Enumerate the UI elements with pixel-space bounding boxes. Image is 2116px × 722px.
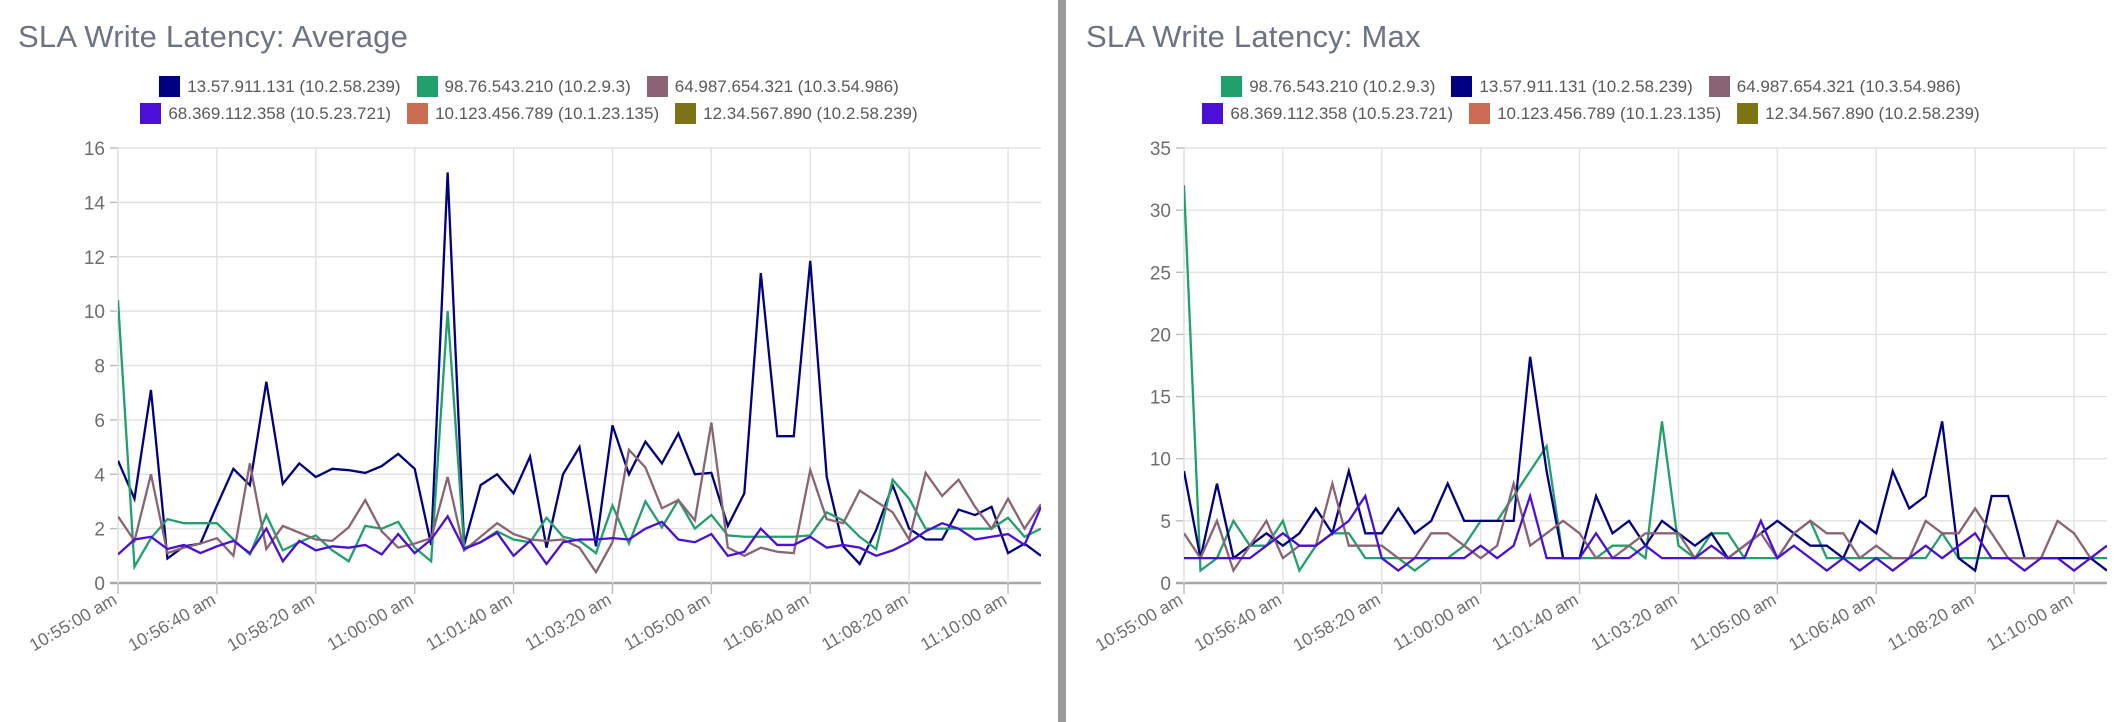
svg-text:8: 8 [94,357,105,378]
legend-item[interactable]: 64.987.654.321 (10.3.54.986) [646,76,899,97]
legend-item[interactable]: 64.987.654.321 (10.3.54.986) [1708,76,1961,97]
svg-text:11:08:20 am: 11:08:20 am [818,589,911,654]
svg-text:10:56:40 am: 10:56:40 am [125,589,219,655]
svg-text:30: 30 [1150,201,1171,222]
legend-row: 68.369.112.358 (10.5.23.721) 10.123.456.… [1202,103,1980,124]
legend-swatch-icon [1221,76,1243,97]
plot-area-average: 0 2 4 6 8 10 12 14 16 10:55:00 am 10:56:40 am 10:58… [0,140,1058,722]
legend-item[interactable]: 13.57.911.131 (10.2.58.239) [1451,76,1693,97]
svg-text:11:01:40 am: 11:01:40 am [422,589,515,654]
legend-swatch-icon [140,103,162,124]
svg-text:0: 0 [94,574,105,595]
legend-swatch-icon [1469,103,1491,124]
legend-item-label: 98.76.543.210 (10.2.9.3) [444,77,631,96]
legend-item[interactable]: 68.369.112.358 (10.5.23.721) [1202,103,1453,124]
legend-item-label: 10.123.456.789 (10.1.23.135) [435,104,660,123]
svg-text:11:10:00 am: 11:10:00 am [1983,589,2076,654]
legend-swatch-icon [407,103,429,124]
svg-text:4: 4 [94,465,105,486]
svg-text:10:58:20 am: 10:58:20 am [224,589,318,655]
svg-text:11:00:00 am: 11:00:00 am [1390,589,1483,654]
legend-item-label: 12.34.567.890 (10.2.58.239) [1765,104,1980,123]
legend-swatch-icon [1451,76,1473,97]
legend-item[interactable]: 98.76.543.210 (10.2.9.3) [416,76,631,97]
svg-text:11:00:00 am: 11:00:00 am [324,589,417,654]
svg-text:10: 10 [84,302,105,323]
chart-panel-average: SLA Write Latency: Average 13.57.911.131… [0,19,1058,722]
legend-swatch-icon [1202,103,1224,124]
plot-area-max: 0 5 10 15 20 25 30 35 10:55:00 am 10:56:40 am 10:5… [1066,140,2116,722]
svg-text:14: 14 [84,193,106,214]
legend-item-label: 13.57.911.131 (10.2.58.239) [187,77,401,96]
legend-item-label: 12.34.567.890 (10.2.58.239) [703,104,918,123]
legend-max: 98.76.543.210 (10.2.9.3) 13.57.911.131 (… [1066,76,2116,124]
chart-panel-max: SLA Write Latency: Max 98.76.543.210 (10… [1066,0,2116,722]
page-title: SLA Write Latency: Max [1086,19,1421,54]
svg-text:11:03:20 am: 11:03:20 am [521,589,614,654]
svg-text:11:10:00 am: 11:10:00 am [917,589,1010,654]
legend-item-label: 68.369.112.358 (10.5.23.721) [168,104,392,123]
svg-text:11:06:40 am: 11:06:40 am [719,589,812,654]
legend-item[interactable]: 10.123.456.789 (10.1.23.135) [1469,103,1721,124]
svg-text:6: 6 [94,411,105,432]
svg-text:11:03:20 am: 11:03:20 am [1587,589,1680,654]
legend-item[interactable]: 13.57.911.131 (10.2.58.239) [159,76,401,97]
line-chart-average[interactable]: 0 2 4 6 8 10 12 14 16 10:55:00 am 10:56:40 am 10:58… [0,140,1058,722]
svg-text:11:08:20 am: 11:08:20 am [1884,589,1977,654]
legend-swatch-icon [646,76,668,97]
legend-row: 13.57.911.131 (10.2.58.239) 98.76.543.21… [159,76,899,97]
legend-average: 13.57.911.131 (10.2.58.239) 98.76.543.21… [0,76,1058,124]
svg-text:10:55:00 am: 10:55:00 am [1092,589,1186,655]
legend-item[interactable]: 10.123.456.789 (10.1.23.135) [407,103,659,124]
svg-text:11:05:00 am: 11:05:00 am [620,589,713,654]
legend-item-label: 68.369.112.358 (10.5.23.721) [1230,104,1454,123]
legend-item-label: 13.57.911.131 (10.2.58.239) [1479,77,1693,96]
svg-text:11:05:00 am: 11:05:00 am [1686,589,1779,654]
svg-text:11:06:40 am: 11:06:40 am [1785,589,1878,654]
legend-swatch-icon [416,76,438,97]
svg-text:25: 25 [1150,263,1171,284]
svg-text:0: 0 [1160,574,1171,595]
svg-text:10: 10 [1150,450,1171,471]
legend-swatch-icon [675,103,697,124]
legend-item-label: 64.987.654.321 (10.3.54.986) [1736,77,1961,96]
legend-row: 68.369.112.358 (10.5.23.721) 10.123.456.… [140,103,918,124]
legend-item-label: 10.123.456.789 (10.1.23.135) [1497,104,1722,123]
svg-text:5: 5 [1160,512,1171,533]
svg-text:2: 2 [94,520,105,541]
svg-text:15: 15 [1150,388,1171,409]
svg-text:10:55:00 am: 10:55:00 am [26,589,120,655]
page-title: SLA Write Latency: Average [18,19,409,54]
svg-text:12: 12 [84,248,105,269]
svg-text:35: 35 [1150,140,1171,160]
svg-text:11:01:40 am: 11:01:40 am [1488,589,1581,654]
svg-text:20: 20 [1150,325,1171,346]
panel-divider [1058,0,1066,722]
legend-item[interactable]: 12.34.567.890 (10.2.58.239) [675,103,918,124]
legend-swatch-icon [1737,103,1759,124]
legend-row: 98.76.543.210 (10.2.9.3) 13.57.911.131 (… [1221,76,1961,97]
legend-item[interactable]: 12.34.567.890 (10.2.58.239) [1737,103,1980,124]
svg-text:10:58:20 am: 10:58:20 am [1290,589,1384,655]
legend-swatch-icon [159,76,181,97]
legend-item-label: 64.987.654.321 (10.3.54.986) [674,77,899,96]
legend-item[interactable]: 98.76.543.210 (10.2.9.3) [1221,76,1435,97]
legend-item-label: 98.76.543.210 (10.2.9.3) [1249,77,1436,96]
legend-swatch-icon [1708,76,1730,97]
legend-item[interactable]: 68.369.112.358 (10.5.23.721) [140,103,391,124]
svg-text:10:56:40 am: 10:56:40 am [1191,589,1285,655]
svg-text:16: 16 [84,140,105,160]
line-chart-max[interactable]: 0 5 10 15 20 25 30 35 10:55:00 am 10:56:40 am 10:5… [1066,140,2116,722]
